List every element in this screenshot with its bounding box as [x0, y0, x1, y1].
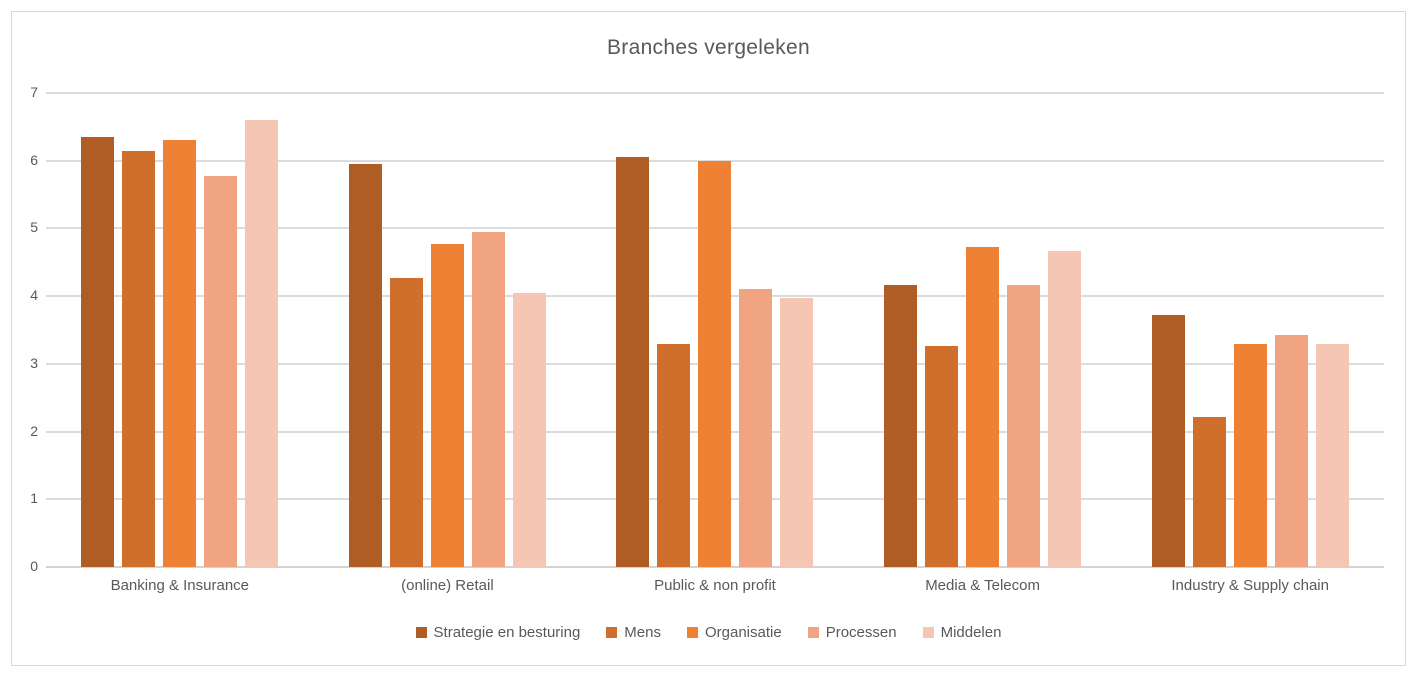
- bar: [1048, 250, 1082, 567]
- bar: [389, 277, 423, 567]
- y-tick-label: 2: [30, 422, 38, 439]
- legend-swatch: [686, 627, 698, 638]
- legend-item: Strategie en besturing: [415, 624, 581, 641]
- bar: [616, 157, 650, 567]
- legend-label: Mens: [624, 624, 661, 641]
- bar-group: [1116, 93, 1384, 567]
- legend-swatch: [415, 627, 427, 638]
- bar: [780, 298, 814, 567]
- plot-area: [46, 92, 1384, 568]
- bar: [163, 140, 197, 567]
- bar-group: [46, 93, 314, 567]
- bar: [1151, 315, 1185, 567]
- bar-group: [581, 93, 849, 567]
- bar: [1007, 285, 1041, 567]
- bar: [1274, 334, 1308, 567]
- bar: [471, 231, 505, 567]
- bar: [884, 285, 918, 567]
- y-tick-label: 7: [30, 84, 38, 100]
- legend-swatch: [606, 627, 618, 638]
- x-category-label: Banking & Insurance: [110, 577, 249, 594]
- bar: [81, 137, 115, 567]
- legend-item: Mens: [606, 624, 661, 641]
- legend-swatch: [807, 627, 819, 638]
- bar-group: [314, 93, 582, 567]
- bar: [512, 292, 546, 567]
- x-axis-line: [46, 566, 1384, 568]
- y-tick-label: 3: [30, 354, 38, 371]
- legend-label: Middelen: [940, 624, 1002, 641]
- legend: Strategie en besturing Mens Organisatie Pro…: [12, 624, 1405, 641]
- legend-label: Processen: [825, 624, 897, 641]
- bar-group: [849, 93, 1117, 567]
- x-category-label: Industry & Supply chain: [1171, 577, 1329, 594]
- y-tick-label: 4: [30, 287, 38, 304]
- legend-label: Organisatie: [704, 624, 782, 641]
- bar: [657, 343, 691, 567]
- legend-item: Middelen: [922, 624, 1002, 641]
- x-category-label: Media & Telecom: [925, 577, 1040, 594]
- bar: [1315, 344, 1349, 567]
- bar: [122, 150, 156, 567]
- bar-groups: [46, 93, 1384, 567]
- bar: [739, 288, 773, 567]
- bar: [245, 120, 279, 567]
- legend-label: Strategie en besturing: [433, 624, 581, 641]
- legend-item: Organisatie: [686, 624, 782, 641]
- gridline: [46, 92, 1384, 94]
- bar: [430, 244, 464, 567]
- bar: [966, 247, 1000, 567]
- bar: [1192, 417, 1226, 567]
- bar: [204, 175, 238, 567]
- chart-card: Branches vergeleken 0 1 2 3 4 5 6 7 Banking & I…: [11, 11, 1406, 666]
- y-tick-label: 1: [30, 490, 38, 507]
- legend-swatch: [922, 627, 934, 638]
- bar: [698, 160, 732, 567]
- chart-title: Branches vergeleken: [607, 36, 810, 59]
- x-category-label: (online) Retail: [401, 577, 494, 594]
- bar: [348, 164, 382, 567]
- y-tick-label: 0: [30, 558, 38, 574]
- legend-item: Processen: [807, 624, 897, 641]
- y-tick-label: 6: [30, 151, 38, 168]
- y-tick-label: 5: [30, 219, 38, 236]
- y-axis: 0 1 2 3 4 5 6 7: [12, 84, 38, 574]
- x-axis: Banking & Insurance (online) Retail Public…: [46, 577, 1384, 594]
- x-category-label: Public & non profit: [654, 577, 776, 594]
- bar: [1233, 344, 1267, 567]
- bar: [925, 346, 959, 567]
